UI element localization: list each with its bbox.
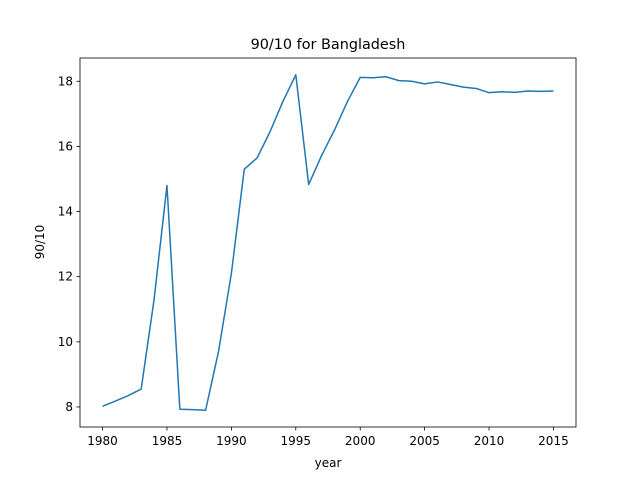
x-tick-label: 2005 [409, 434, 440, 448]
x-tick-label: 1985 [152, 434, 183, 448]
x-tick-label: 2015 [538, 434, 569, 448]
data-line [102, 74, 554, 411]
plot-area: 8 10 12 14 16 18 1980 1985 1990 1995 2000 2005 2010 2… [58, 74, 569, 448]
y-tick-label: 8 [65, 400, 73, 414]
y-tick-label: 10 [58, 335, 73, 349]
axes-frame [79, 57, 577, 428]
y-tick-label: 14 [58, 205, 73, 219]
y-axis-label: 90/10 [33, 225, 47, 260]
y-tick-label: 18 [58, 74, 73, 88]
x-tick-label: 2010 [474, 434, 505, 448]
y-tick-label: 12 [58, 270, 73, 284]
chart-title: 90/10 for Bangladesh [251, 37, 406, 53]
x-tick-label: 1995 [281, 434, 312, 448]
x-tick-label: 2000 [345, 434, 376, 448]
x-axis-label: year [315, 456, 342, 470]
x-tick-label: 1980 [87, 434, 118, 448]
x-tick-label: 1990 [216, 434, 247, 448]
y-tick-label: 16 [58, 139, 73, 153]
